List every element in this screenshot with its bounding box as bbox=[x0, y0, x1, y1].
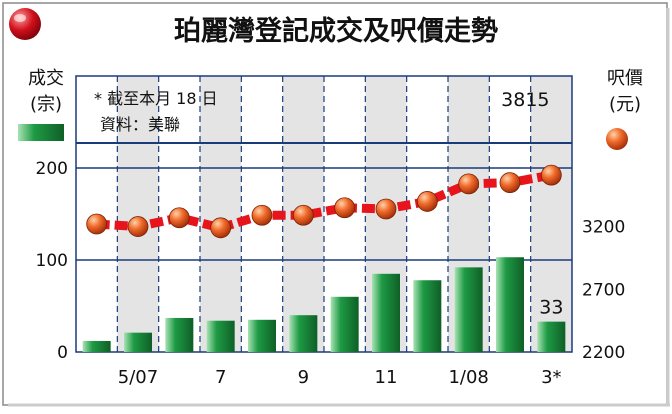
legend-price-marker bbox=[606, 128, 628, 150]
axes-layer: 0 100 200 2200 2700 3200 5/07 7 9 11 1/08 3* bbox=[36, 159, 626, 388]
price-marker bbox=[499, 172, 521, 194]
right-tick-label: 3200 bbox=[582, 218, 625, 238]
column-band bbox=[530, 76, 572, 352]
volume-bar bbox=[454, 267, 483, 352]
price-marker bbox=[540, 164, 562, 186]
x-tick-label: 9 bbox=[298, 367, 309, 388]
price-marker bbox=[416, 191, 438, 212]
right-tick-label: 2200 bbox=[582, 343, 625, 363]
price-marker bbox=[458, 173, 480, 195]
left-tick-label: 200 bbox=[36, 159, 68, 179]
x-tick-label: 11 bbox=[375, 367, 398, 388]
volume-bar bbox=[248, 319, 276, 352]
last-bar-value-label: 33 bbox=[539, 297, 563, 319]
volume-bar bbox=[206, 320, 235, 352]
x-tick-label: 3* bbox=[541, 367, 561, 388]
price-marker bbox=[292, 204, 314, 226]
price-marker bbox=[86, 213, 108, 235]
right-axis-label-line2: (元) bbox=[609, 94, 641, 115]
price-marker bbox=[210, 217, 232, 239]
plot-area bbox=[75, 75, 573, 353]
left-tick-label: 100 bbox=[36, 251, 68, 271]
volume-bar bbox=[537, 321, 566, 352]
legend-bar-swatch bbox=[18, 124, 64, 141]
column-band bbox=[200, 76, 242, 352]
volume-bar bbox=[124, 332, 152, 352]
left-axis-label-line1: 成交 bbox=[28, 68, 64, 89]
volume-bar bbox=[330, 296, 359, 352]
volume-bar bbox=[289, 315, 318, 352]
left-axis-label-line2: (宗) bbox=[30, 94, 62, 115]
volume-bar bbox=[413, 280, 442, 352]
plot-frame bbox=[75, 75, 573, 353]
x-tick-label: 5/07 bbox=[118, 367, 158, 388]
marks-layer: 33 3815 bbox=[82, 89, 566, 352]
price-marker bbox=[334, 197, 356, 219]
price-marker bbox=[127, 216, 149, 237]
price-marker bbox=[168, 207, 190, 229]
note-date: * 截至本月 18 日 bbox=[94, 89, 218, 108]
note-source: 資料：美聯 bbox=[100, 115, 180, 134]
x-tick-label: 7 bbox=[215, 367, 226, 388]
x-tick-label: 1/08 bbox=[448, 367, 488, 388]
brand-logo bbox=[9, 8, 41, 40]
volume-bar bbox=[165, 317, 194, 352]
volume-bar bbox=[372, 273, 400, 352]
left-tick-label: 0 bbox=[57, 343, 68, 363]
column-band bbox=[117, 76, 159, 352]
price-marker bbox=[251, 204, 273, 226]
right-tick-label: 2700 bbox=[582, 280, 625, 300]
volume-bar bbox=[82, 340, 111, 352]
last-price-value-label: 3815 bbox=[501, 89, 549, 111]
chart-title: 珀麗灣登記成交及呎價走勢 bbox=[174, 15, 498, 47]
price-marker bbox=[375, 198, 397, 220]
right-axis-label-line1: 呎價 bbox=[607, 68, 643, 89]
volume-bar bbox=[496, 257, 524, 352]
